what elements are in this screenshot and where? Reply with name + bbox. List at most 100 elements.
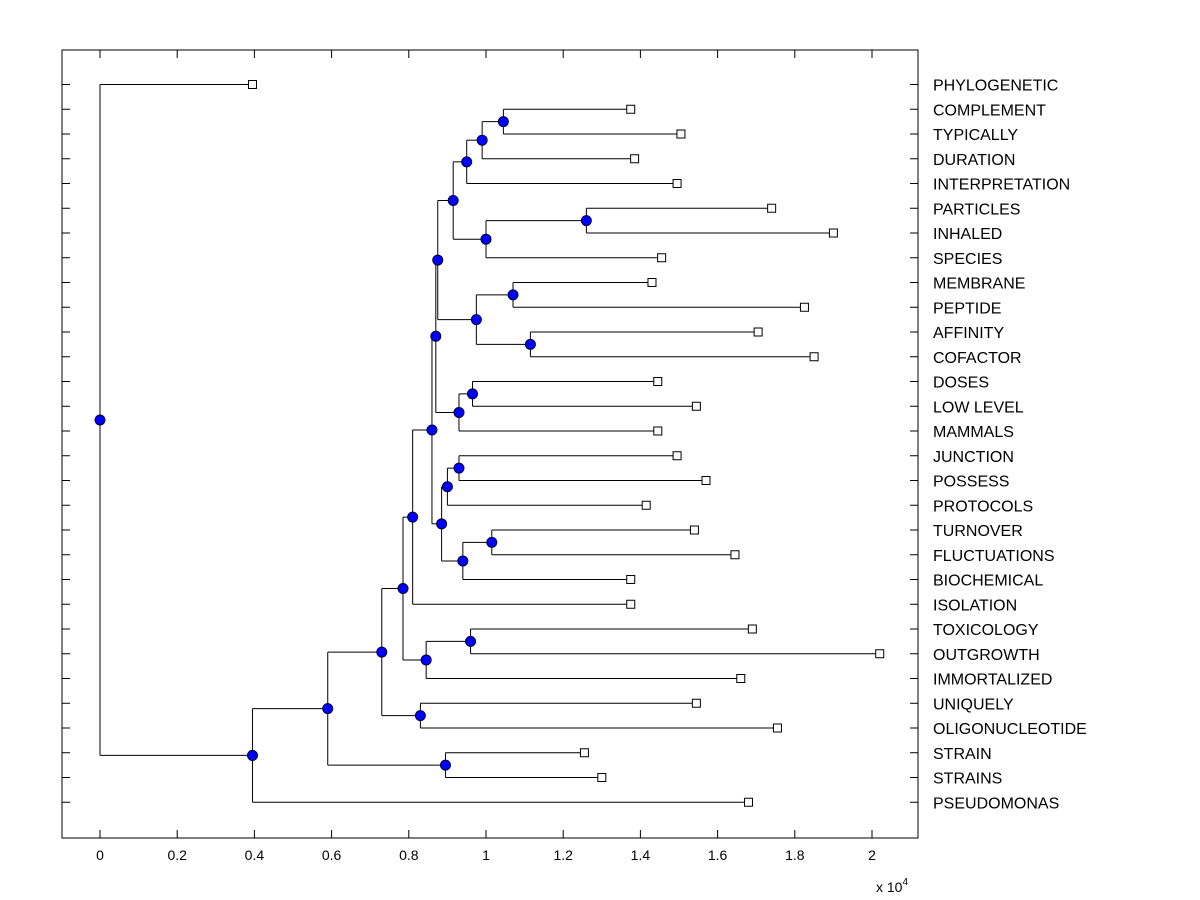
axis-multiplier: x 104 xyxy=(876,877,908,895)
leaf-marker xyxy=(653,426,663,436)
leaf-marker xyxy=(647,278,657,287)
x-tick-label: 0.6 xyxy=(322,847,342,863)
internal-node-marker xyxy=(480,233,492,245)
internal-node-marker xyxy=(447,195,459,207)
leaf-marker xyxy=(730,550,740,560)
leaf-marker xyxy=(875,649,885,659)
leaf-marker xyxy=(672,179,682,188)
internal-node-marker xyxy=(322,703,334,715)
leaf-label: AFFINITY xyxy=(933,325,1004,342)
leaf-marker xyxy=(626,599,636,609)
leaf-label: PSEUDOMONAS xyxy=(933,795,1059,812)
leaf-marker xyxy=(630,154,640,164)
internal-node-marker xyxy=(94,414,106,426)
x-tick-label: 0 xyxy=(96,847,104,863)
x-axis-ticks xyxy=(99,50,873,838)
leaf-label: DOSES xyxy=(933,375,989,392)
internal-node-marker xyxy=(465,635,477,647)
x-tick-label: 1.4 xyxy=(631,847,651,863)
internal-node-marker xyxy=(426,424,438,436)
leaf-label: OUTGROWTH xyxy=(933,647,1040,664)
internal-node-marker xyxy=(439,759,451,771)
leaf-marker xyxy=(799,302,809,312)
leaf-marker xyxy=(597,773,607,782)
leaf-label: MEMBRANE xyxy=(933,276,1025,293)
leaf-label: PHYLOGENETIC xyxy=(933,78,1058,95)
leaf-marker xyxy=(689,525,699,535)
leaf-label: COFACTOR xyxy=(933,350,1022,367)
internal-node-marker xyxy=(397,583,409,595)
x-tick-label: 2 xyxy=(868,847,876,863)
leaf-label: UNIQUELY xyxy=(933,696,1014,713)
x-tick-label: 0.8 xyxy=(399,847,419,863)
leaf-label: PEPTIDE xyxy=(933,300,1001,317)
axis-multiplier-exponent: 4 xyxy=(902,877,908,888)
x-tick-label: 0.4 xyxy=(245,847,265,863)
leaf-markers xyxy=(247,80,885,807)
leaf-marker xyxy=(653,377,663,386)
internal-node-marker xyxy=(580,215,592,227)
leaf-labels: PHYLOGENETIC COMPLEMENT TYPICALLY DURATION I… xyxy=(933,78,1087,813)
internal-node-marker xyxy=(470,314,482,326)
node-markers xyxy=(94,116,592,771)
leaf-label: PROTOCOLS xyxy=(933,498,1033,515)
leaf-marker xyxy=(672,451,682,461)
leaf-label: MAMMALS xyxy=(933,424,1014,441)
leaf-label: INHALED xyxy=(933,226,1002,243)
dendrogram-links xyxy=(99,84,880,803)
internal-node-marker xyxy=(420,654,432,666)
leaf-marker xyxy=(626,104,636,114)
leaf-marker xyxy=(579,748,589,758)
leaf-label: LOW LEVEL xyxy=(933,399,1024,416)
leaf-marker xyxy=(691,698,701,708)
x-axis-tick-labels: 0 0.2 0.4 0.6 0.8 1 1.2 1.4 1.6 1.8 2 xyxy=(96,847,876,863)
leaf-marker xyxy=(772,723,782,733)
x-tick-label: 0.2 xyxy=(167,847,187,863)
leaf-label: JUNCTION xyxy=(933,449,1014,466)
leaf-marker xyxy=(753,327,763,337)
y-axis-ticks-right xyxy=(910,84,918,803)
leaf-label: STRAIN xyxy=(933,746,992,763)
internal-node-marker xyxy=(432,254,444,266)
internal-node-marker xyxy=(453,406,465,418)
internal-node-marker xyxy=(441,481,453,493)
leaf-label: INTERPRETATION xyxy=(933,177,1070,194)
leaf-marker xyxy=(701,476,711,485)
leaf-marker xyxy=(767,203,777,213)
leaf-label: TURNOVER xyxy=(933,523,1023,540)
leaf-marker xyxy=(657,253,667,263)
leaf-marker xyxy=(828,228,838,238)
y-axis-ticks xyxy=(62,84,70,803)
leaf-label: SPECIES xyxy=(933,251,1002,268)
leaf-label: ISOLATION xyxy=(933,597,1017,614)
internal-node-marker xyxy=(436,518,448,530)
leaf-marker xyxy=(809,352,819,362)
leaf-label: OLIGONUCLEOTIDE xyxy=(933,721,1087,738)
leaf-label: DURATION xyxy=(933,152,1015,169)
internal-node-marker xyxy=(524,338,536,350)
internal-node-marker xyxy=(466,388,478,400)
leaf-marker xyxy=(736,674,746,683)
leaf-label: TYPICALLY xyxy=(933,127,1018,144)
leaf-label: COMPLEMENT xyxy=(933,102,1046,119)
leaf-label: PARTICLES xyxy=(933,201,1020,218)
internal-node-marker xyxy=(476,134,488,146)
internal-node-marker xyxy=(246,749,258,761)
leaf-marker xyxy=(247,80,257,89)
leaf-label: STRAINS xyxy=(933,771,1002,788)
internal-node-marker xyxy=(376,646,388,658)
leaf-marker xyxy=(691,401,701,411)
x-tick-label: 1 xyxy=(482,847,490,863)
internal-node-marker xyxy=(414,710,426,722)
x-tick-label: 1.2 xyxy=(553,847,573,863)
internal-node-marker xyxy=(486,536,498,548)
x-tick-label: 1.8 xyxy=(785,847,805,863)
leaf-label: TOXICOLOGY xyxy=(933,622,1039,639)
leaf-marker xyxy=(626,575,636,584)
internal-node-marker xyxy=(507,289,519,301)
internal-node-marker xyxy=(497,116,509,128)
internal-node-marker xyxy=(407,511,419,523)
leaf-label: POSSESS xyxy=(933,474,1009,491)
internal-node-marker xyxy=(457,555,469,567)
